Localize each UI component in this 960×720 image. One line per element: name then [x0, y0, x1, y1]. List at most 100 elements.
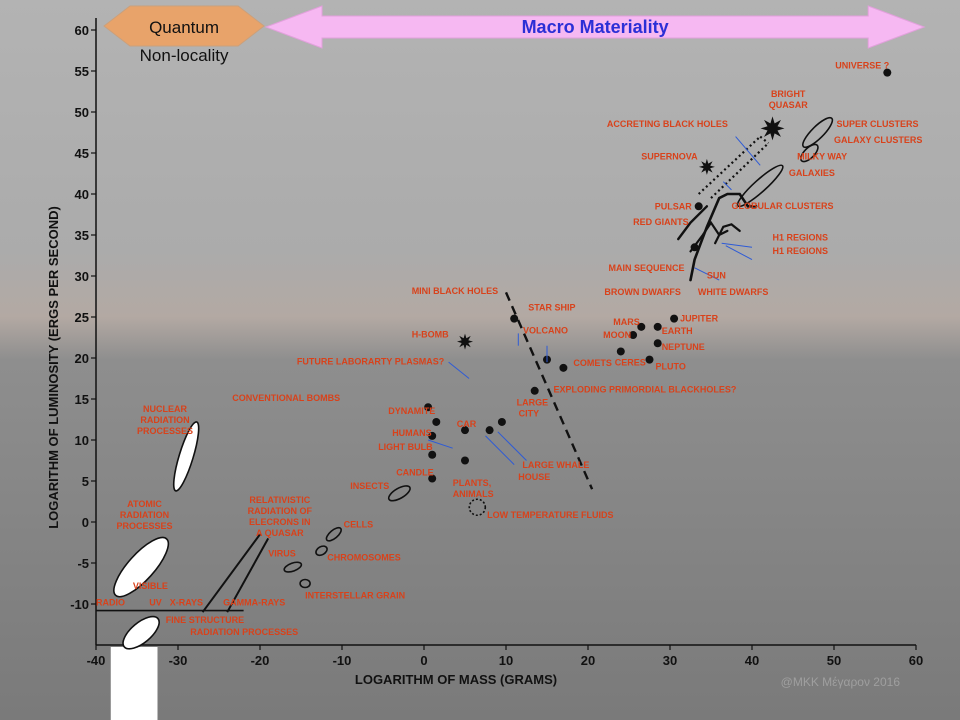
annotation-bright-quasar: BRIGHT QUASAR [769, 89, 809, 110]
h-bomb-star [457, 333, 473, 350]
main-sequence-curve [689, 192, 758, 282]
virus-ellipse [283, 561, 303, 573]
y-axis-title: LOGARITHM OF LUMINOSITY (ERGS PER SECOND… [46, 206, 61, 529]
label-pulsar: PULSAR [655, 201, 693, 211]
annotation-main-sequence: MAIN SEQUENCE [609, 263, 685, 273]
x-tick-label: -40 [87, 653, 106, 668]
annotation-exploding-primordial-blackholes: EXPLODING PRIMORDIAL BLACKHOLES? [554, 384, 737, 394]
x-tick-label: 50 [827, 653, 841, 668]
annotation-line: NUCLEAR [143, 404, 187, 414]
non-locality-label: Non-locality [140, 46, 229, 65]
annotation-line: RADIATION [120, 510, 169, 520]
label-comets: COMETS [573, 358, 612, 368]
point-light-bulb [428, 450, 437, 459]
label-large-city-line: CITY [519, 409, 540, 419]
annotation-fine-structure: FINE STRUCTURE [166, 615, 245, 625]
annotation-future-laborarty-plasmas: FUTURE LABORARTY PLASMAS? [297, 357, 444, 367]
point-mars [637, 322, 646, 331]
blank-panel [110, 647, 158, 720]
x-tick-label: 30 [663, 653, 677, 668]
point-earth [653, 322, 662, 331]
annotation-mini-black-holes: MINI BLACK HOLES [412, 286, 499, 296]
label-dynamite: DYNAMITE [388, 406, 435, 416]
point-comets [559, 363, 568, 372]
red-giants-curve [677, 205, 709, 241]
galaxies-ellipse [736, 164, 784, 208]
annotation-atomic-radiation-processes: ATOMIC RADIATION PROCESSES [116, 499, 172, 531]
x-tick-label: 10 [499, 653, 513, 668]
annotation-insects: INSECTS [350, 481, 389, 491]
label-star-ship: STAR SHIP [528, 303, 575, 313]
label-conventional-bombs: CONVENTIONAL BOMBS [232, 393, 340, 403]
annotation-accreting-black-holes: ACCRETING BLACK HOLES [607, 119, 728, 129]
label-candle: CANDLE [396, 468, 434, 478]
y-tick-label: 15 [75, 392, 89, 407]
annotation-line: BRIGHT [771, 89, 806, 99]
y-tick-label: 10 [75, 433, 89, 448]
low-temperature-fluids-circle [468, 498, 487, 517]
y-tick-label: 35 [75, 228, 89, 243]
galaxy-clusters-ellipse [800, 143, 819, 163]
annotation-galaxy-clusters: GALAXY CLUSTERS [834, 135, 922, 145]
annotation-interstellar-grain: INTERSTELLAR GRAIN [305, 590, 405, 600]
point-conventional-bombs [424, 403, 433, 412]
macro-banner-label: Macro Materiality [522, 17, 669, 37]
label-car: CAR [457, 419, 477, 429]
annotation-white-dwarfs: WHITE DWARFS [698, 287, 769, 297]
supernova-star [698, 158, 715, 175]
label-ceres: CERES [615, 357, 646, 367]
label-sun: SUN [707, 270, 726, 280]
y-tick-label: 30 [75, 269, 89, 284]
annotation-line: QUASAR [769, 100, 809, 110]
annotation-line: PROCESSES [116, 521, 172, 531]
bright-quasar-star [760, 116, 785, 141]
annotation-radiation-processes: RADIATION PROCESSES [190, 627, 298, 637]
x-tick-label: -30 [169, 653, 188, 668]
annotation-uv: UV [149, 598, 162, 608]
label-neptune: NEPTUNE [662, 342, 705, 352]
annotation-line: PROCESSES [137, 426, 193, 436]
leader-h1-regions-2 [721, 242, 753, 248]
label-earth: EARTH [662, 326, 693, 336]
annotation-line: RADIATION [140, 415, 189, 425]
point-neptune [653, 339, 662, 348]
annotation-line: ELECRONS IN [249, 517, 311, 527]
point-dynamite [432, 417, 441, 426]
point-large-city [530, 386, 539, 395]
label-volcano: VOLCANO [523, 326, 568, 336]
h1-regions-curve [689, 220, 729, 253]
annotation-supernova: SUPERNOVA [641, 152, 698, 162]
watermark: @MKK Μέγαρον 2016 [781, 675, 901, 689]
annotation-visible: VISIBLE [133, 581, 168, 591]
leader-plasmas [448, 361, 470, 379]
annotation-relativistic-radiation-of-elecrons-in-a-quasar: RELATIVISTIC RADIATION OF ELECRONS IN A QUA… [248, 495, 313, 538]
label-universe: UNIVERSE ? [835, 61, 889, 71]
quasar-electron-line-1 [201, 533, 261, 613]
annotation-globular-clusters: GLOBULAR CLUSTERS [732, 201, 834, 211]
annotation-line: A QUASAR [256, 528, 304, 538]
accreting-black-holes-dotted-2 [710, 142, 770, 199]
leader-whale [497, 431, 527, 461]
label-pluto: PLUTO [656, 362, 686, 372]
label-humans: HUMANS [392, 428, 432, 438]
label-large-whale: LARGE WHALE [522, 460, 589, 470]
annotation-milky-way: MILKY WAY [797, 152, 847, 162]
annotation-virus: VIRUS [268, 548, 296, 558]
x-tick-label: -20 [251, 653, 270, 668]
quantum-banner-label: Quantum [149, 18, 219, 37]
point-house [485, 426, 494, 435]
fine-structure-ellipse [122, 615, 160, 650]
point-pulsar [694, 202, 703, 211]
x-tick-label: 60 [909, 653, 923, 668]
label-plants-animals-line: PLANTS, [453, 478, 492, 488]
y-tick-label: -10 [70, 597, 89, 612]
accreting-black-holes-dotted-3 [759, 135, 770, 145]
point-universe [883, 68, 892, 77]
point-car [461, 426, 469, 435]
x-tick-label: -10 [333, 653, 352, 668]
annotation-galaxies: GALAXIES [789, 168, 835, 178]
label-house: HOUSE [518, 472, 550, 482]
